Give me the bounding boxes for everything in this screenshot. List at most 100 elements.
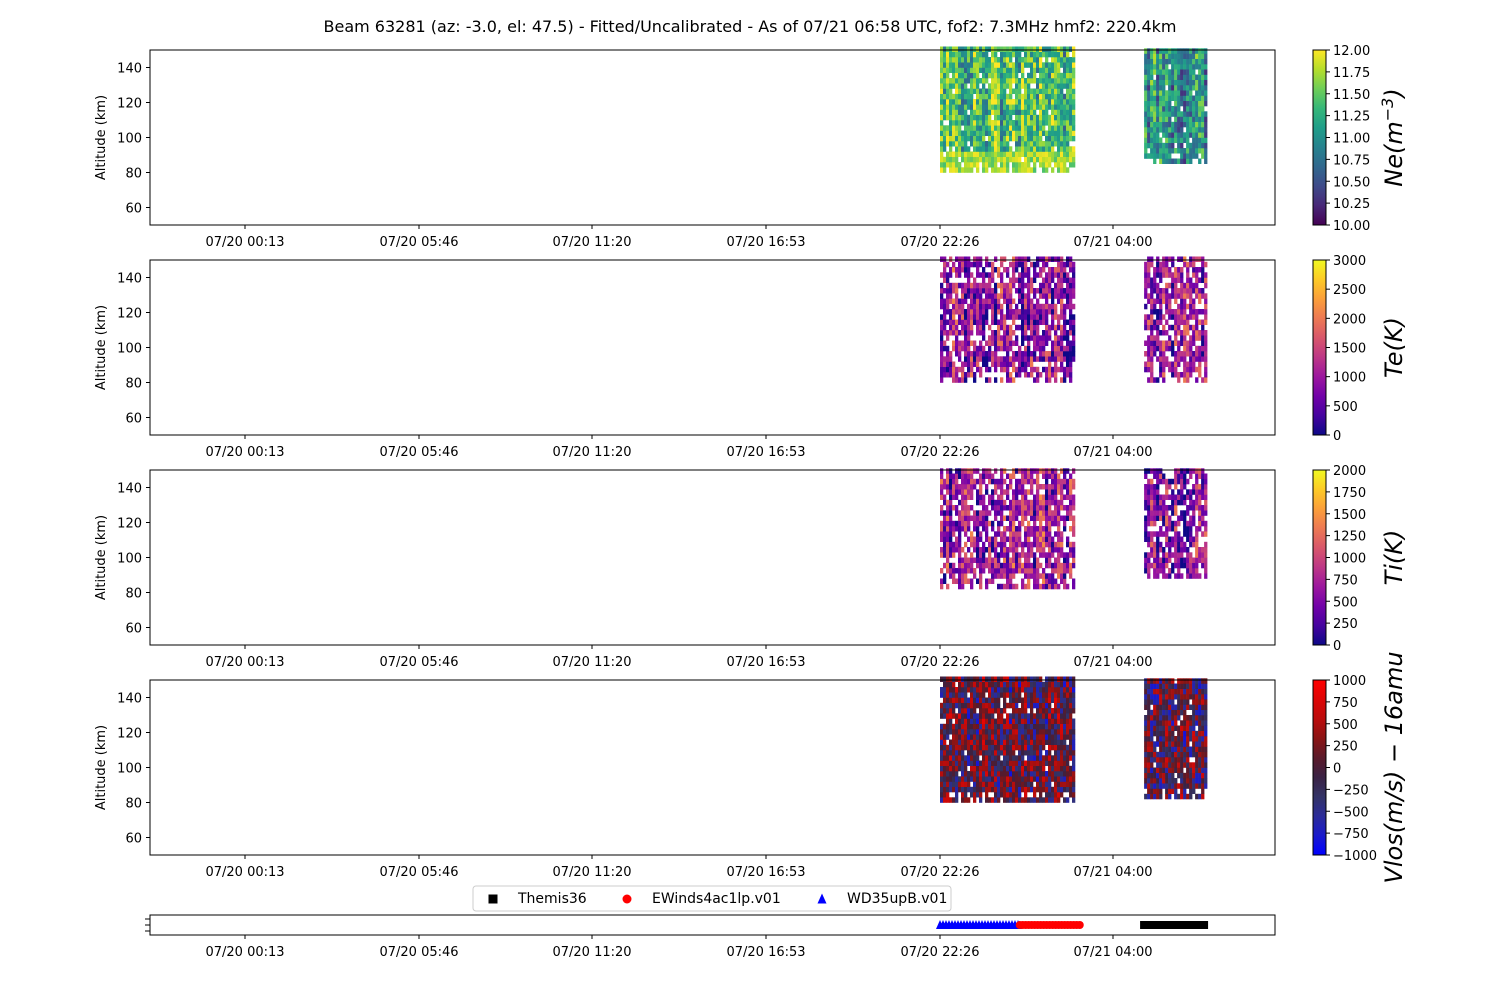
colorbar-tick-label: −750 [1333, 827, 1369, 842]
x-tick-label: 07/20 11:20 [552, 945, 631, 960]
mode-run-1 [1015, 921, 1084, 929]
heatmap-cells [940, 46, 1208, 173]
panel-ti: 60 80 100 120 140 Altitude (km) 07/20 00:13 07/… [94, 464, 1408, 670]
legend: Themis36 EWinds4ac1lp.v01 WD35upB.v01 [472, 885, 952, 912]
y-tick-label: 100 [117, 132, 142, 147]
x-tick-label: 07/20 16:53 [726, 945, 805, 960]
legend-marker [488, 894, 498, 904]
colorbar-tick-label: 0 [1333, 429, 1341, 444]
colorbar-tick-label: 1500 [1333, 342, 1366, 357]
x-tick-label: 07/20 22:26 [900, 235, 979, 250]
x-tick-label: 07/20 22:26 [900, 865, 979, 880]
y-tick-label: 120 [117, 517, 142, 532]
colorbar-tick-label: 10.75 [1333, 153, 1370, 168]
colorbar-label: Te(K) [1380, 317, 1408, 378]
mode-run-0 [936, 920, 1022, 929]
x-tick-label: 07/20 16:53 [726, 655, 805, 670]
colorbar-te: 0 500 1000 1500 2000 2500 3000 Te(K) [1312, 254, 1408, 444]
y-tick-label: 140 [117, 272, 142, 287]
colorbar-tick-label: 250 [1333, 617, 1358, 632]
colorbar-tick-label: 10.50 [1333, 175, 1370, 190]
colorbar-tick-label: 12.00 [1333, 44, 1370, 59]
heatmap-cells [940, 256, 1208, 383]
y-axis-label: Altitude (km) [94, 305, 109, 390]
panel-ne: 60 80 100 120 140 Altitude (km) 07/20 00:13 07/… [94, 44, 1408, 250]
data-block-1 [1144, 468, 1208, 579]
heatmap-cells [940, 468, 1208, 590]
colorbar-gradient [1312, 259, 1327, 436]
data-block-1 [1144, 256, 1208, 383]
y-tick-label: 120 [117, 727, 142, 742]
data-block-0 [940, 468, 1076, 590]
colorbar-tick-label: 2000 [1333, 464, 1366, 479]
colorbar-tick-label: 750 [1333, 696, 1358, 711]
x-tick-label: 07/20 05:46 [379, 445, 458, 460]
colorbar-tick-label: 500 [1333, 400, 1358, 415]
colorbar-tick-label: 1250 [1333, 530, 1366, 545]
x-tick-label: 07/20 16:53 [726, 235, 805, 250]
y-tick-label: 120 [117, 97, 142, 112]
colorbar-tick-label: 1000 [1333, 552, 1366, 567]
colorbar-tick-label: 500 [1333, 718, 1358, 733]
colorbar-tick-label: 1000 [1333, 371, 1366, 386]
data-block-1 [1144, 48, 1208, 164]
panel-te: 60 80 100 120 140 Altitude (km) 07/20 00:13 07/… [94, 254, 1408, 460]
colorbar-tick-label: 2500 [1333, 283, 1366, 298]
x-tick-label: 07/21 04:00 [1073, 445, 1152, 460]
y-tick-label: 140 [117, 692, 142, 707]
colorbar-label: Ti(K) [1380, 530, 1408, 586]
x-tick-label: 07/21 04:00 [1073, 655, 1152, 670]
y-tick-label: 60 [125, 832, 142, 847]
x-tick-label: 07/20 11:20 [552, 865, 631, 880]
x-tick-label: 07/20 00:13 [205, 655, 284, 670]
plot-area [150, 50, 1275, 225]
legend-label: WD35upB.v01 [847, 891, 947, 907]
y-tick-label: 60 [125, 202, 142, 217]
x-tick-label: 07/20 16:53 [726, 445, 805, 460]
colorbar-gradient [1312, 679, 1327, 856]
panel-modes: 07/20 00:13 07/20 05:46 07/20 11:20 07/20 1… [145, 885, 1276, 960]
y-tick-label: 100 [117, 342, 142, 357]
colorbar-tick-label: 11.50 [1333, 88, 1370, 103]
colorbar-tick-label: 11.25 [1333, 110, 1370, 125]
colorbar-label: Ne(m−3) [1378, 88, 1409, 186]
colorbar-tick-label: 2000 [1333, 312, 1366, 327]
x-tick-label: 07/20 00:13 [205, 865, 284, 880]
legend-item: EWinds4ac1lp.v01 [622, 891, 781, 907]
x-tick-label: 07/21 04:00 [1073, 945, 1152, 960]
legend-box [472, 885, 952, 912]
mode-marker [1200, 921, 1209, 929]
colorbar-ne: 10.00 10.25 10.50 10.75 11.00 11.25 11.50 11.75… [1312, 44, 1409, 234]
x-tick-label: 07/20 00:13 [205, 945, 284, 960]
colorbar-tick-label: 3000 [1333, 254, 1366, 269]
x-tick-label: 07/20 00:13 [205, 235, 284, 250]
x-tick-label: 07/20 05:46 [379, 655, 458, 670]
x-tick-label: 07/20 00:13 [205, 445, 284, 460]
colorbar-tick-label: 1500 [1333, 508, 1366, 523]
x-tick-label: 07/20 22:26 [900, 445, 979, 460]
colorbar-vlos: −1000 −750 −500 −250 0 250 500 750 1000 Vlos(m/s)… [1312, 651, 1408, 884]
colorbar-tick-label: −1000 [1333, 849, 1377, 864]
y-tick-label: 80 [125, 167, 142, 182]
colorbar-tick-label: 1750 [1333, 486, 1366, 501]
colorbar-gradient [1312, 469, 1327, 646]
x-tick-label: 07/20 11:20 [552, 655, 631, 670]
plot-area [150, 680, 1275, 855]
y-axis-label: Altitude (km) [94, 725, 109, 810]
mode-marker [1075, 921, 1084, 929]
legend-marker [622, 894, 632, 904]
x-tick-label: 07/21 04:00 [1073, 865, 1152, 880]
data-block-0 [940, 676, 1076, 803]
legend-label: EWinds4ac1lp.v01 [652, 891, 781, 907]
x-tick-label: 07/20 11:20 [552, 235, 631, 250]
heatmap-cells [940, 676, 1208, 803]
data-block-0 [940, 256, 1076, 383]
y-tick-label: 80 [125, 797, 142, 812]
x-tick-label: 07/20 22:26 [900, 655, 979, 670]
x-tick-label: 07/20 16:53 [726, 865, 805, 880]
colorbar-tick-label: 500 [1333, 595, 1358, 610]
y-tick-label: 100 [117, 552, 142, 567]
y-tick-label: 120 [117, 307, 142, 322]
legend-item: Themis36 [488, 891, 587, 907]
